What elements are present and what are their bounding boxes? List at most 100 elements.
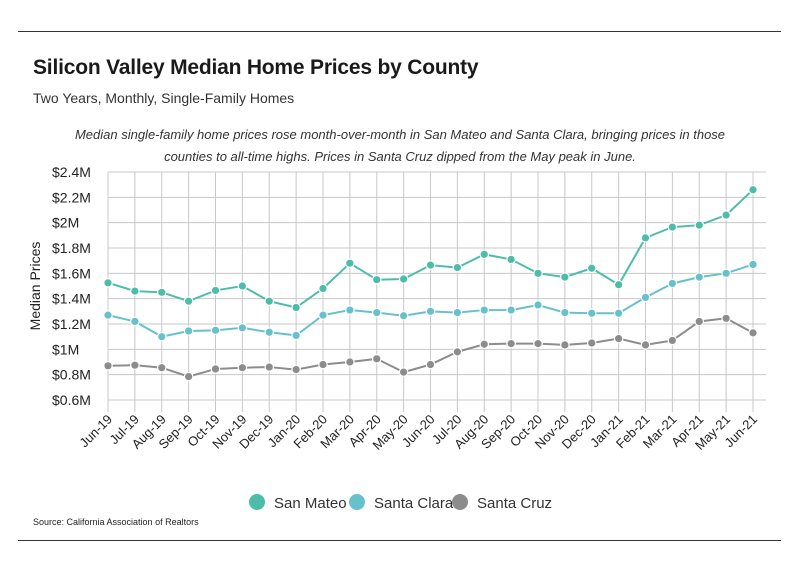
data-point: [694, 316, 705, 327]
y-tick-label: $1.2M: [52, 316, 91, 332]
data-point: [130, 360, 140, 370]
data-point: [291, 364, 301, 375]
data-point: [183, 326, 194, 336]
data-point: [586, 338, 597, 348]
chart-title: Silicon Valley Median Home Prices by Cou…: [33, 56, 479, 79]
y-tick-label: $2.2M: [52, 189, 91, 205]
x-tick-label: Jun-19: [76, 412, 115, 451]
data-point: [183, 296, 194, 306]
x-axis-ticks: Jun-19Jul-19Aug-19Sep-19Oct-19Nov-19Dec-…: [76, 412, 760, 453]
y-tick-label: $0.8M: [52, 367, 91, 383]
data-point: [398, 367, 409, 377]
data-point: [721, 268, 731, 279]
data-point: [345, 357, 355, 367]
data-point: [291, 302, 301, 313]
legend-marker: [249, 494, 265, 510]
data-point: [560, 307, 570, 318]
data-point: [586, 308, 597, 319]
data-point: [452, 307, 463, 318]
legend-label: Santa Cruz: [477, 495, 552, 512]
data-point: [264, 362, 275, 372]
data-point: [237, 322, 248, 333]
grid-lines: [107, 171, 766, 412]
data-point: [210, 325, 221, 336]
data-point: [156, 362, 167, 373]
series-san-mateo: [103, 184, 758, 313]
data-point: [425, 359, 436, 370]
data-point: [103, 278, 113, 288]
data-point: [667, 335, 678, 346]
data-point: [506, 254, 516, 265]
data-point: [237, 281, 248, 291]
series-santa-clara: [103, 259, 758, 342]
y-axis-ticks: $2.4M $2.2M $2M $1.8M $1.6M $1.4M $1.2M $1M $0.8…: [52, 164, 91, 408]
data-point: [103, 310, 113, 320]
data-point: [560, 272, 570, 282]
data-point: [452, 347, 463, 357]
data-point: [425, 260, 436, 270]
series-santa-cruz: [103, 313, 758, 382]
data-point: [479, 305, 490, 315]
data-point: [613, 279, 624, 290]
data-point: [479, 249, 490, 260]
y-tick-label: $1.8M: [52, 240, 91, 256]
data-point: [345, 258, 355, 268]
data-point: [371, 354, 382, 364]
data-point: [371, 307, 382, 318]
y-axis-label: Median Prices: [27, 242, 43, 331]
data-point: [371, 274, 382, 285]
data-point: [586, 263, 597, 274]
data-point: [398, 274, 409, 284]
data-point: [479, 339, 490, 350]
data-point: [452, 262, 463, 273]
y-tick-label: $2.4M: [52, 164, 91, 180]
data-point: [640, 292, 651, 303]
legend-label: San Mateo: [274, 495, 347, 512]
data-point: [425, 306, 436, 317]
y-tick-label: $1M: [52, 341, 79, 357]
data-point: [130, 316, 140, 327]
data-point: [667, 222, 678, 232]
data-point: [560, 340, 570, 350]
data-point: [694, 220, 705, 230]
data-point: [748, 328, 758, 338]
chart-note: Median single-family home prices rose mo…: [74, 127, 726, 164]
data-point: [210, 285, 221, 296]
data-point: [533, 338, 543, 349]
chart-subtitle: Two Years, Monthly, Single-Family Homes: [33, 90, 295, 106]
y-tick-label: $2M: [52, 215, 79, 231]
data-point: [318, 283, 328, 294]
data-point: [613, 308, 624, 319]
data-point: [130, 286, 140, 296]
data-point: [398, 310, 409, 321]
data-point: [264, 296, 275, 306]
data-point: [210, 364, 221, 374]
legend-marker: [349, 494, 365, 510]
data-point: [506, 338, 516, 349]
data-point: [667, 278, 678, 289]
data-point: [318, 359, 328, 370]
data-point: [264, 327, 275, 338]
legend-marker: [452, 494, 468, 510]
data-point: [613, 333, 624, 344]
data-point: [237, 362, 248, 373]
y-tick-label: $0.6M: [52, 392, 91, 408]
data-point: [506, 305, 516, 315]
legend-label: Santa Clara: [374, 495, 454, 512]
y-tick-label: $1.4M: [52, 291, 91, 307]
data-point: [748, 259, 758, 270]
data-point: [694, 272, 705, 282]
data-point: [748, 184, 758, 195]
data-point: [345, 305, 355, 315]
data-point: [183, 371, 194, 382]
data-point: [533, 300, 543, 310]
top-rule: [18, 31, 781, 32]
data-point: [640, 340, 651, 350]
data-point: [533, 268, 543, 279]
data-point: [156, 331, 167, 342]
data-point: [156, 287, 167, 298]
data-point: [291, 330, 301, 341]
legend: San Mateo Santa Clara Santa Cruz: [249, 494, 552, 512]
bottom-rule: [18, 540, 781, 541]
